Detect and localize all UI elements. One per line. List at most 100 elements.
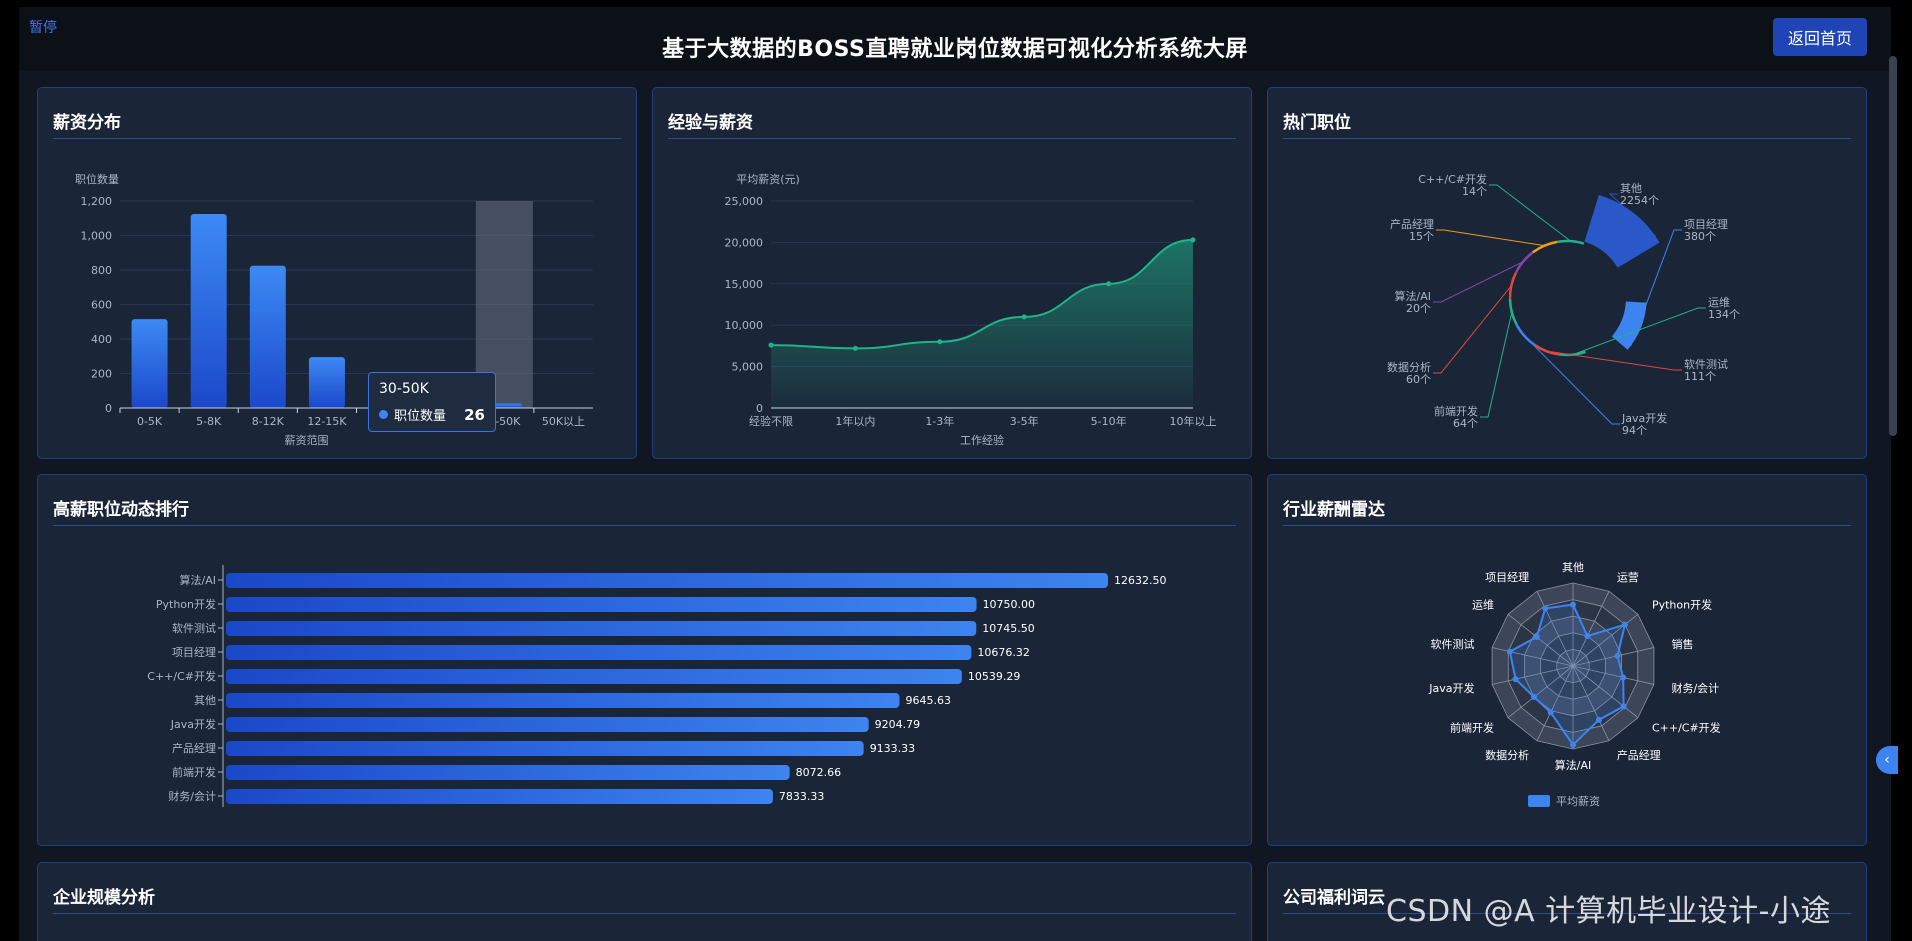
- y-axis-label: 平均薪资(元): [736, 173, 800, 186]
- radar-spoke: [1507, 613, 1574, 667]
- panel-divider: [1283, 525, 1851, 526]
- ranking-bar: [226, 573, 1108, 588]
- x-tick-label: 5-10年: [1091, 414, 1127, 428]
- x-tick-label: 3-5年: [1010, 414, 1039, 428]
- pie-slice: [1584, 194, 1660, 268]
- panel-title: 高薪职位动态排行: [53, 500, 189, 520]
- top-bar: 暂停 基于大数据的BOSS直聘就业岗位数据可视化分析系统大屏 返回首页: [19, 7, 1891, 71]
- y-tick-label: Python开发: [156, 597, 216, 611]
- experience-panel: 经验与薪资 0 5,000 10,000 15,000 20,000 25,000 平均薪资…: [652, 87, 1252, 459]
- panel-divider: [1283, 913, 1851, 914]
- bar-value-label: 8072.66: [796, 766, 842, 779]
- pie-leader-line: [1433, 285, 1512, 374]
- ranking-bar: [226, 741, 864, 756]
- panel-title: 薪资分布: [53, 113, 121, 133]
- bar-value-label: 9645.63: [905, 694, 951, 707]
- side-drawer-handle[interactable]: ‹: [1876, 746, 1898, 774]
- data-point: [937, 339, 943, 345]
- bar-value-label: 10676.32: [977, 646, 1030, 659]
- ranking-bar: [226, 693, 900, 708]
- pie-label: C++/C#开发: [1418, 172, 1487, 186]
- radar-spoke: [1507, 665, 1574, 719]
- company-size-panel: 企业规模分析: [37, 862, 1252, 941]
- x-tick-label: 1-3年: [925, 414, 954, 428]
- watermark: CSDN @A 计算机毕业设计-小途: [1386, 894, 1831, 929]
- pause-link[interactable]: 暂停: [29, 20, 57, 36]
- ranking-bar: [226, 717, 869, 732]
- chart-tooltip: 30-50K 职位数量 26: [368, 372, 496, 432]
- salary-chart[interactable]: 0 200 400 600 800 1,000 1,200 职位数量 0-5K 5-8K 8-12K…: [38, 88, 638, 460]
- pie-leader-line: [1436, 229, 1545, 247]
- ranking-bar: [226, 789, 773, 804]
- radar-indicator-label: 运维: [1472, 598, 1494, 611]
- radar-spoke: [1491, 665, 1574, 685]
- ranking-chart[interactable]: 算法/AI 12632.50 Python开发 10750.00 软件测试 10745.5…: [38, 475, 1253, 847]
- tooltip-value: 26: [464, 405, 485, 424]
- pie-value-label: 15个: [1409, 230, 1434, 243]
- pie-value-label: 14个: [1462, 185, 1487, 198]
- pie-label: 运维: [1708, 296, 1730, 309]
- x-tick-label: 50K以上: [542, 415, 585, 428]
- y-tick-label: 0: [105, 402, 112, 415]
- data-point: [1190, 237, 1196, 243]
- pie-value-label: 111个: [1684, 370, 1716, 383]
- y-tick-label: 1,000: [81, 230, 113, 243]
- panel-title: 热门职位: [1283, 113, 1351, 133]
- salary-bar: [190, 213, 227, 408]
- pie-value-label: 2254个: [1620, 194, 1659, 207]
- pie-leader-line: [1433, 261, 1524, 303]
- bar-value-label: 10750.00: [983, 598, 1035, 611]
- pie-label: 算法/AI: [1395, 289, 1431, 303]
- radar-point: [1506, 648, 1513, 655]
- home-button[interactable]: 返回首页: [1773, 18, 1867, 56]
- y-tick-label: 20,000: [725, 236, 764, 249]
- radar-indicator-label: 前端开发: [1450, 721, 1494, 735]
- y-tick-label: 600: [91, 299, 112, 312]
- y-tick-label: 项目经理: [172, 646, 216, 659]
- pie-leader-line: [1546, 350, 1682, 371]
- pie-value-label: 20个: [1406, 302, 1431, 315]
- radar-spoke: [1572, 665, 1610, 741]
- hot-jobs-panel: 热门职位 其他 2254个 项目经理 380个 运维 134个 软件测试 111个 Java开发…: [1267, 87, 1867, 459]
- radar-spoke: [1491, 647, 1574, 667]
- radar-point: [1584, 633, 1591, 640]
- panel-divider: [53, 913, 1236, 914]
- data-point: [1021, 314, 1027, 320]
- data-point: [768, 342, 774, 348]
- panel-title: 企业规模分析: [53, 888, 155, 908]
- y-tick-label: 15,000: [725, 278, 764, 291]
- radar-indicator-label: 产品经理: [1617, 748, 1661, 762]
- pie-value-label: 60个: [1406, 373, 1431, 386]
- y-tick-label: 800: [91, 264, 112, 277]
- welfare-panel: 公司福利词云: [1267, 862, 1867, 941]
- pie-value-label: 380个: [1684, 230, 1716, 243]
- bar-value-label: 10539.29: [968, 670, 1021, 683]
- radar-point: [1614, 652, 1621, 659]
- data-point: [852, 345, 858, 351]
- ranking-panel: 高薪职位动态排行 算法/AI 12632.50 Python开发 10750.00 软件…: [37, 474, 1252, 846]
- radar-indicator-label: Java开发: [1428, 681, 1474, 695]
- panel-title: 经验与薪资: [668, 113, 753, 133]
- page-scrollbar[interactable]: [1889, 56, 1897, 436]
- y-tick-label: 0: [756, 402, 763, 415]
- salary-bar: [249, 265, 286, 408]
- salary-bar: [131, 319, 168, 408]
- radar-indicator-label: 运营: [1617, 570, 1639, 584]
- radar-spoke: [1572, 591, 1610, 667]
- panel-divider: [1283, 138, 1851, 139]
- ranking-bar: [226, 621, 977, 636]
- pie-leader-line: [1630, 229, 1682, 347]
- series-dot-icon: [379, 410, 388, 419]
- radar-indicator-label: 财务/会计: [1671, 681, 1719, 695]
- tooltip-title: 30-50K: [379, 381, 429, 397]
- y-tick-label: 财务/会计: [168, 789, 216, 803]
- bar-value-label: 9204.79: [875, 718, 921, 731]
- radar-point: [1595, 716, 1602, 723]
- x-axis-label: 工作经验: [960, 433, 1004, 447]
- area-line: [770, 238, 1194, 350]
- x-tick-label: 12-15K: [307, 415, 347, 428]
- experience-chart[interactable]: 0 5,000 10,000 15,000 20,000 25,000 平均薪资(元) 经验不…: [653, 88, 1253, 460]
- dashboard-frame: 暂停 基于大数据的BOSS直聘就业岗位数据可视化分析系统大屏 返回首页 薪资分布…: [19, 7, 1891, 941]
